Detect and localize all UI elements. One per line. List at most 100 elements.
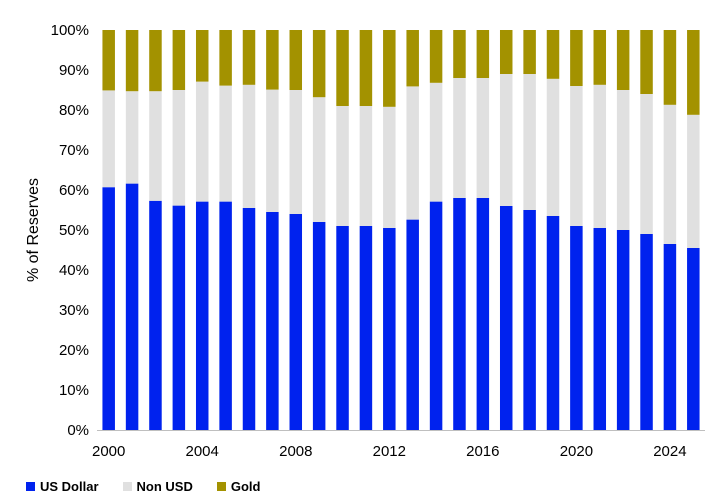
bar-gold-2015 (453, 30, 466, 78)
y-tick-label: 10% (59, 382, 89, 399)
bar-us-dollar-2000 (102, 187, 115, 430)
bar-us-dollar-2015 (453, 198, 466, 430)
bar-us-dollar-2016 (476, 198, 490, 430)
bar-gold-2001 (125, 30, 139, 92)
bar-non-usd-2011 (359, 106, 373, 226)
legend: US Dollar Non USD Gold (26, 479, 284, 494)
bar-gold-2014 (429, 30, 443, 83)
bar-gold-2006 (242, 30, 256, 85)
bar-non-usd-2012 (383, 106, 396, 228)
y-tick-label: 60% (59, 182, 89, 199)
legend-swatch-gold (216, 482, 226, 491)
bar-non-usd-2009 (312, 97, 326, 222)
bar-us-dollar-2024 (663, 244, 677, 430)
bar-gold-2018 (523, 30, 536, 74)
bar-gold-2020 (570, 30, 583, 86)
bar-non-usd-2001 (125, 91, 139, 184)
bar-gold-2009 (312, 30, 326, 98)
y-tick-label: 70% (59, 142, 89, 159)
bar-us-dollar-2011 (359, 226, 373, 430)
bar-gold-2007 (266, 30, 279, 90)
bar-gold-2013 (406, 30, 419, 87)
bar-non-usd-2015 (453, 78, 466, 198)
legend-label-us-dollar: US Dollar (40, 479, 99, 494)
bar-non-usd-2018 (523, 74, 536, 210)
x-tick-label: 2000 (92, 443, 125, 460)
bars-group (102, 30, 700, 430)
x-tick-label: 2004 (186, 443, 219, 460)
bar-gold-2016 (476, 30, 490, 78)
bar-us-dollar-2007 (266, 212, 279, 430)
y-tick-label: 40% (59, 262, 89, 279)
bar-non-usd-2022 (616, 90, 630, 230)
bar-gold-2012 (383, 30, 396, 107)
x-tick-label: 2012 (373, 443, 406, 460)
bar-gold-2000 (102, 30, 115, 91)
bar-non-usd-2014 (429, 82, 443, 202)
bar-us-dollar-2002 (149, 200, 162, 430)
bar-us-dollar-2017 (499, 206, 513, 430)
y-axis-title: % of Reserves (25, 178, 42, 282)
bar-us-dollar-2012 (383, 228, 396, 430)
bar-non-usd-2013 (406, 86, 419, 220)
bar-non-usd-2003 (172, 90, 186, 206)
bar-non-usd-2025 (687, 114, 700, 248)
bar-non-usd-2019 (546, 78, 560, 216)
bar-non-usd-2020 (570, 86, 583, 226)
bar-gold-2022 (616, 30, 630, 90)
bar-gold-2004 (195, 30, 209, 82)
bar-non-usd-2006 (242, 84, 256, 208)
bar-us-dollar-2010 (336, 226, 349, 430)
bar-us-dollar-2009 (312, 222, 326, 430)
bar-non-usd-2021 (593, 84, 607, 228)
y-tick-label: 30% (59, 302, 89, 319)
bar-gold-2017 (499, 30, 513, 74)
x-tick-label: 2024 (653, 443, 686, 460)
x-tick-label: 2016 (466, 443, 499, 460)
x-tick-label: 2020 (560, 443, 593, 460)
legend-item-non-usd: Non USD (122, 479, 193, 494)
bar-us-dollar-2001 (125, 183, 139, 430)
bar-non-usd-2005 (219, 85, 232, 202)
legend-item-us-dollar: US Dollar (26, 479, 99, 494)
legend-label-gold: Gold (230, 479, 261, 494)
y-tick-label: 80% (59, 102, 89, 119)
bar-gold-2002 (149, 30, 162, 92)
bar-non-usd-2023 (640, 94, 653, 234)
bar-gold-2023 (640, 30, 653, 94)
bar-us-dollar-2018 (523, 210, 536, 430)
bar-non-usd-2008 (289, 90, 303, 214)
legend-label-non-usd: Non USD (136, 479, 193, 494)
bar-non-usd-2000 (102, 90, 115, 188)
legend-item-gold: Gold (216, 479, 261, 494)
bar-us-dollar-2005 (219, 201, 232, 430)
bar-us-dollar-2021 (593, 228, 607, 430)
bar-us-dollar-2023 (640, 234, 653, 430)
bar-gold-2011 (359, 30, 373, 106)
bar-us-dollar-2014 (429, 201, 443, 430)
y-tick-label: 50% (59, 222, 89, 239)
bar-gold-2025 (687, 30, 700, 115)
bar-non-usd-2007 (266, 89, 279, 212)
bar-gold-2010 (336, 30, 349, 106)
bar-us-dollar-2013 (406, 219, 419, 430)
bar-gold-2024 (663, 30, 677, 105)
bar-us-dollar-2008 (289, 214, 303, 430)
bar-us-dollar-2022 (616, 230, 630, 430)
bar-gold-2008 (289, 30, 303, 90)
bar-us-dollar-2004 (195, 201, 209, 430)
bar-gold-2005 (219, 30, 232, 86)
bar-non-usd-2010 (336, 106, 349, 226)
bar-non-usd-2017 (499, 74, 513, 206)
legend-swatch-non-usd (122, 482, 132, 491)
y-tick-label: 90% (59, 62, 89, 79)
bar-us-dollar-2020 (570, 226, 583, 430)
x-tick-label: 2008 (279, 443, 312, 460)
bar-non-usd-2024 (663, 104, 677, 244)
bar-non-usd-2002 (149, 91, 162, 201)
bar-gold-2021 (593, 30, 607, 85)
y-tick-labels: 0% 10% 20% 30% 40% 50% 60% 70% 80% 90% 100% (51, 22, 89, 439)
bar-us-dollar-2006 (242, 208, 256, 430)
bar-gold-2003 (172, 30, 186, 90)
